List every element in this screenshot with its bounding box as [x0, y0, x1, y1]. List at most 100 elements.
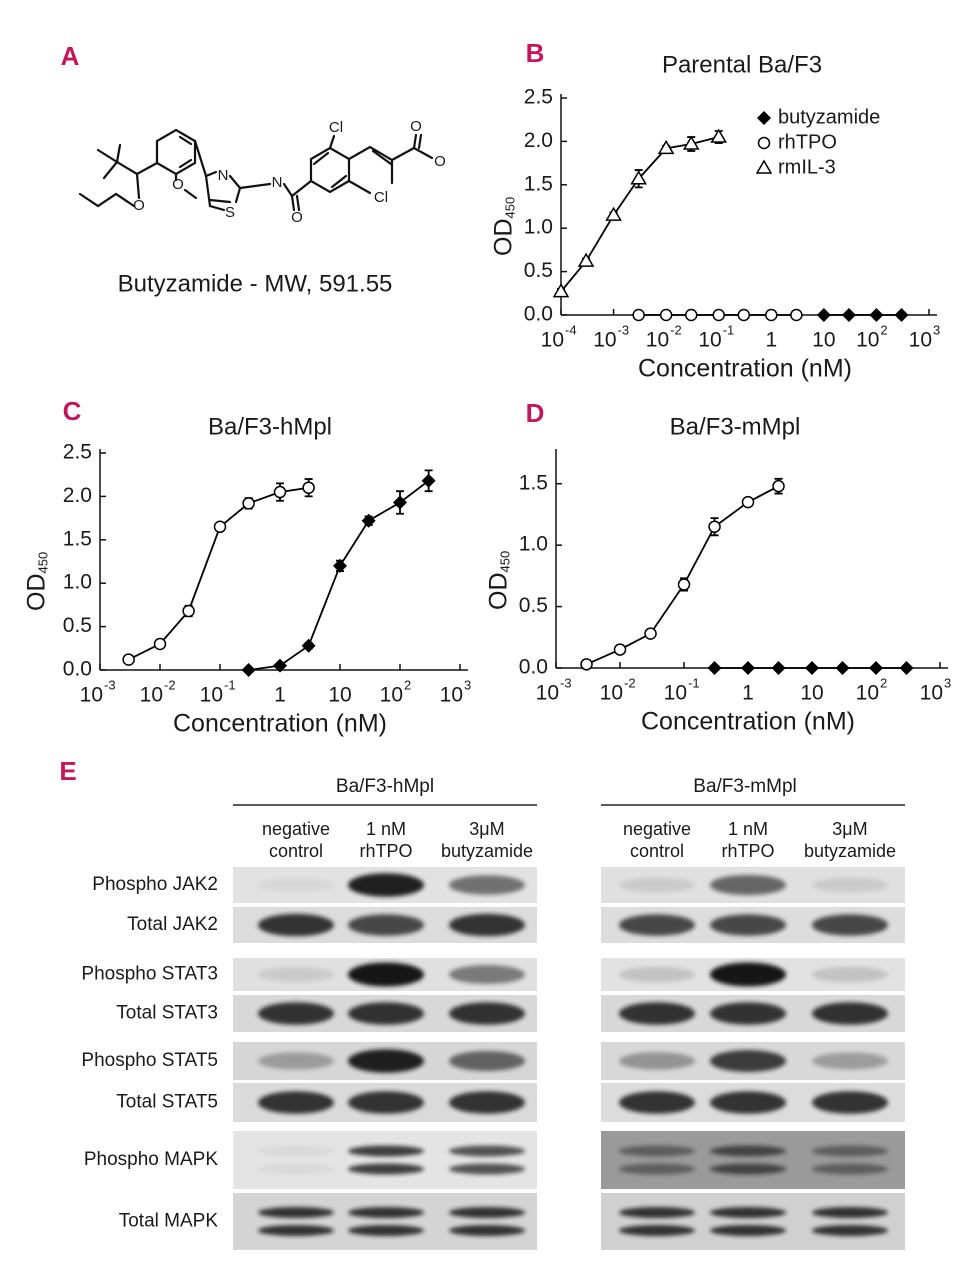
data-point — [869, 661, 883, 675]
lane-label: rhTPO — [721, 841, 774, 861]
blot-band — [449, 1225, 525, 1236]
data-point — [333, 558, 347, 573]
chart-title: Ba/F3-mMpl — [670, 413, 801, 440]
y-tick-label: 1.5 — [519, 471, 548, 494]
legend-marker — [755, 159, 773, 174]
data-point — [682, 135, 700, 150]
blot-band — [258, 967, 334, 982]
x-tick-exponent: 2 — [880, 322, 887, 337]
x-tick-label: 1 — [765, 329, 777, 352]
blot-band — [710, 1050, 786, 1072]
data-point — [630, 170, 647, 185]
blot-band — [258, 1163, 334, 1175]
data-point — [301, 638, 316, 653]
legend-marker — [757, 111, 771, 125]
y-tick-label: 1.5 — [524, 172, 553, 195]
x-tick-exponent: 3 — [464, 677, 471, 692]
data-point — [242, 497, 255, 510]
x-tick-label: 10 — [800, 682, 823, 705]
data-point — [213, 520, 227, 534]
blot-band — [348, 1002, 424, 1025]
atom-label: O — [172, 176, 184, 193]
data-point — [153, 637, 167, 651]
blot-band — [258, 1002, 334, 1025]
atom-label: O — [434, 153, 446, 170]
blot-band — [449, 1051, 525, 1071]
blot-band — [710, 1207, 786, 1218]
blot-band — [619, 966, 695, 983]
atom-label: N — [218, 167, 229, 184]
blot-band — [348, 1225, 424, 1236]
data-point — [273, 658, 287, 673]
x-tick-exponent: 2 — [404, 677, 411, 692]
data-point — [122, 653, 135, 666]
data-point — [684, 308, 698, 322]
blot-row-label: Total STAT3 — [116, 1003, 218, 1024]
blot-band — [619, 1207, 695, 1218]
blot-strip — [233, 1131, 537, 1189]
lane-label: butyzamide — [804, 841, 896, 861]
blot-band — [710, 1145, 786, 1157]
x-tick-label: 10 — [600, 682, 623, 705]
molecule-structure: Cl O O Cl N O N S O O — [78, 118, 446, 226]
data-point — [632, 308, 645, 322]
x-tick-exponent: -4 — [565, 322, 577, 337]
data-point — [772, 479, 785, 493]
x-tick-exponent: -3 — [560, 675, 572, 690]
x-tick-exponent: -1 — [688, 675, 700, 690]
blot-row-label: Total STAT5 — [116, 1092, 218, 1113]
blot-band — [619, 1225, 695, 1236]
lane-label: negative — [262, 819, 330, 839]
chart-title: Ba/F3-hMpl — [208, 413, 332, 440]
lane-label: butyzamide — [441, 841, 533, 861]
y-tick-label: 1.5 — [63, 527, 92, 550]
blot-band — [710, 875, 786, 895]
blot-band — [348, 873, 424, 897]
y-tick-label: 2.0 — [63, 484, 92, 507]
blot-band — [812, 1052, 888, 1070]
y-tick-label: 2.5 — [63, 441, 92, 464]
blot-band — [812, 877, 888, 893]
blot-band — [812, 914, 888, 936]
blot-band — [258, 1052, 334, 1070]
lane-label: 1 nM — [728, 819, 768, 839]
x-axis-label: Concentration (nM) — [173, 710, 387, 738]
lane-label: rhTPO — [359, 841, 412, 861]
atom-label: Cl — [329, 119, 343, 136]
lane-label: control — [630, 841, 684, 861]
blot-band — [449, 1207, 525, 1218]
blot-band — [710, 1002, 786, 1025]
x-tick-exponent: 3 — [933, 322, 940, 337]
x-tick-exponent: 3 — [944, 675, 951, 690]
blot-band — [619, 877, 695, 893]
y-tick-label: 0.0 — [63, 658, 92, 681]
blot-row-label: Phospho MAPK — [84, 1149, 218, 1170]
data-point — [302, 481, 315, 494]
blot-band — [710, 1091, 786, 1114]
data-point — [710, 128, 728, 143]
data-point — [765, 308, 778, 322]
data-point — [741, 495, 755, 509]
blot-strip — [233, 1193, 537, 1250]
data-point — [421, 473, 436, 488]
x-tick-exponent: -2 — [670, 322, 682, 337]
x-tick-exponent: -1 — [723, 322, 735, 337]
blot-strip — [601, 1131, 905, 1189]
blot-band — [710, 914, 786, 936]
blot-band — [449, 875, 525, 895]
blot-band — [348, 1145, 424, 1157]
blot-band — [710, 1225, 786, 1236]
blot-band — [619, 1002, 695, 1025]
x-tick-label: 10 — [328, 684, 351, 707]
y-tick-label: 1.0 — [63, 571, 92, 594]
chart-title: Parental Ba/F3 — [662, 51, 822, 78]
blot-band — [258, 913, 334, 937]
y-axis-label-subscript: 450 — [497, 551, 512, 573]
x-tick-exponent: -3 — [104, 677, 116, 692]
data-point — [577, 252, 595, 267]
atom-label: O — [291, 209, 303, 226]
data-point — [657, 139, 675, 155]
legend-label: butyzamide — [778, 106, 880, 128]
blot-band — [258, 1207, 334, 1218]
